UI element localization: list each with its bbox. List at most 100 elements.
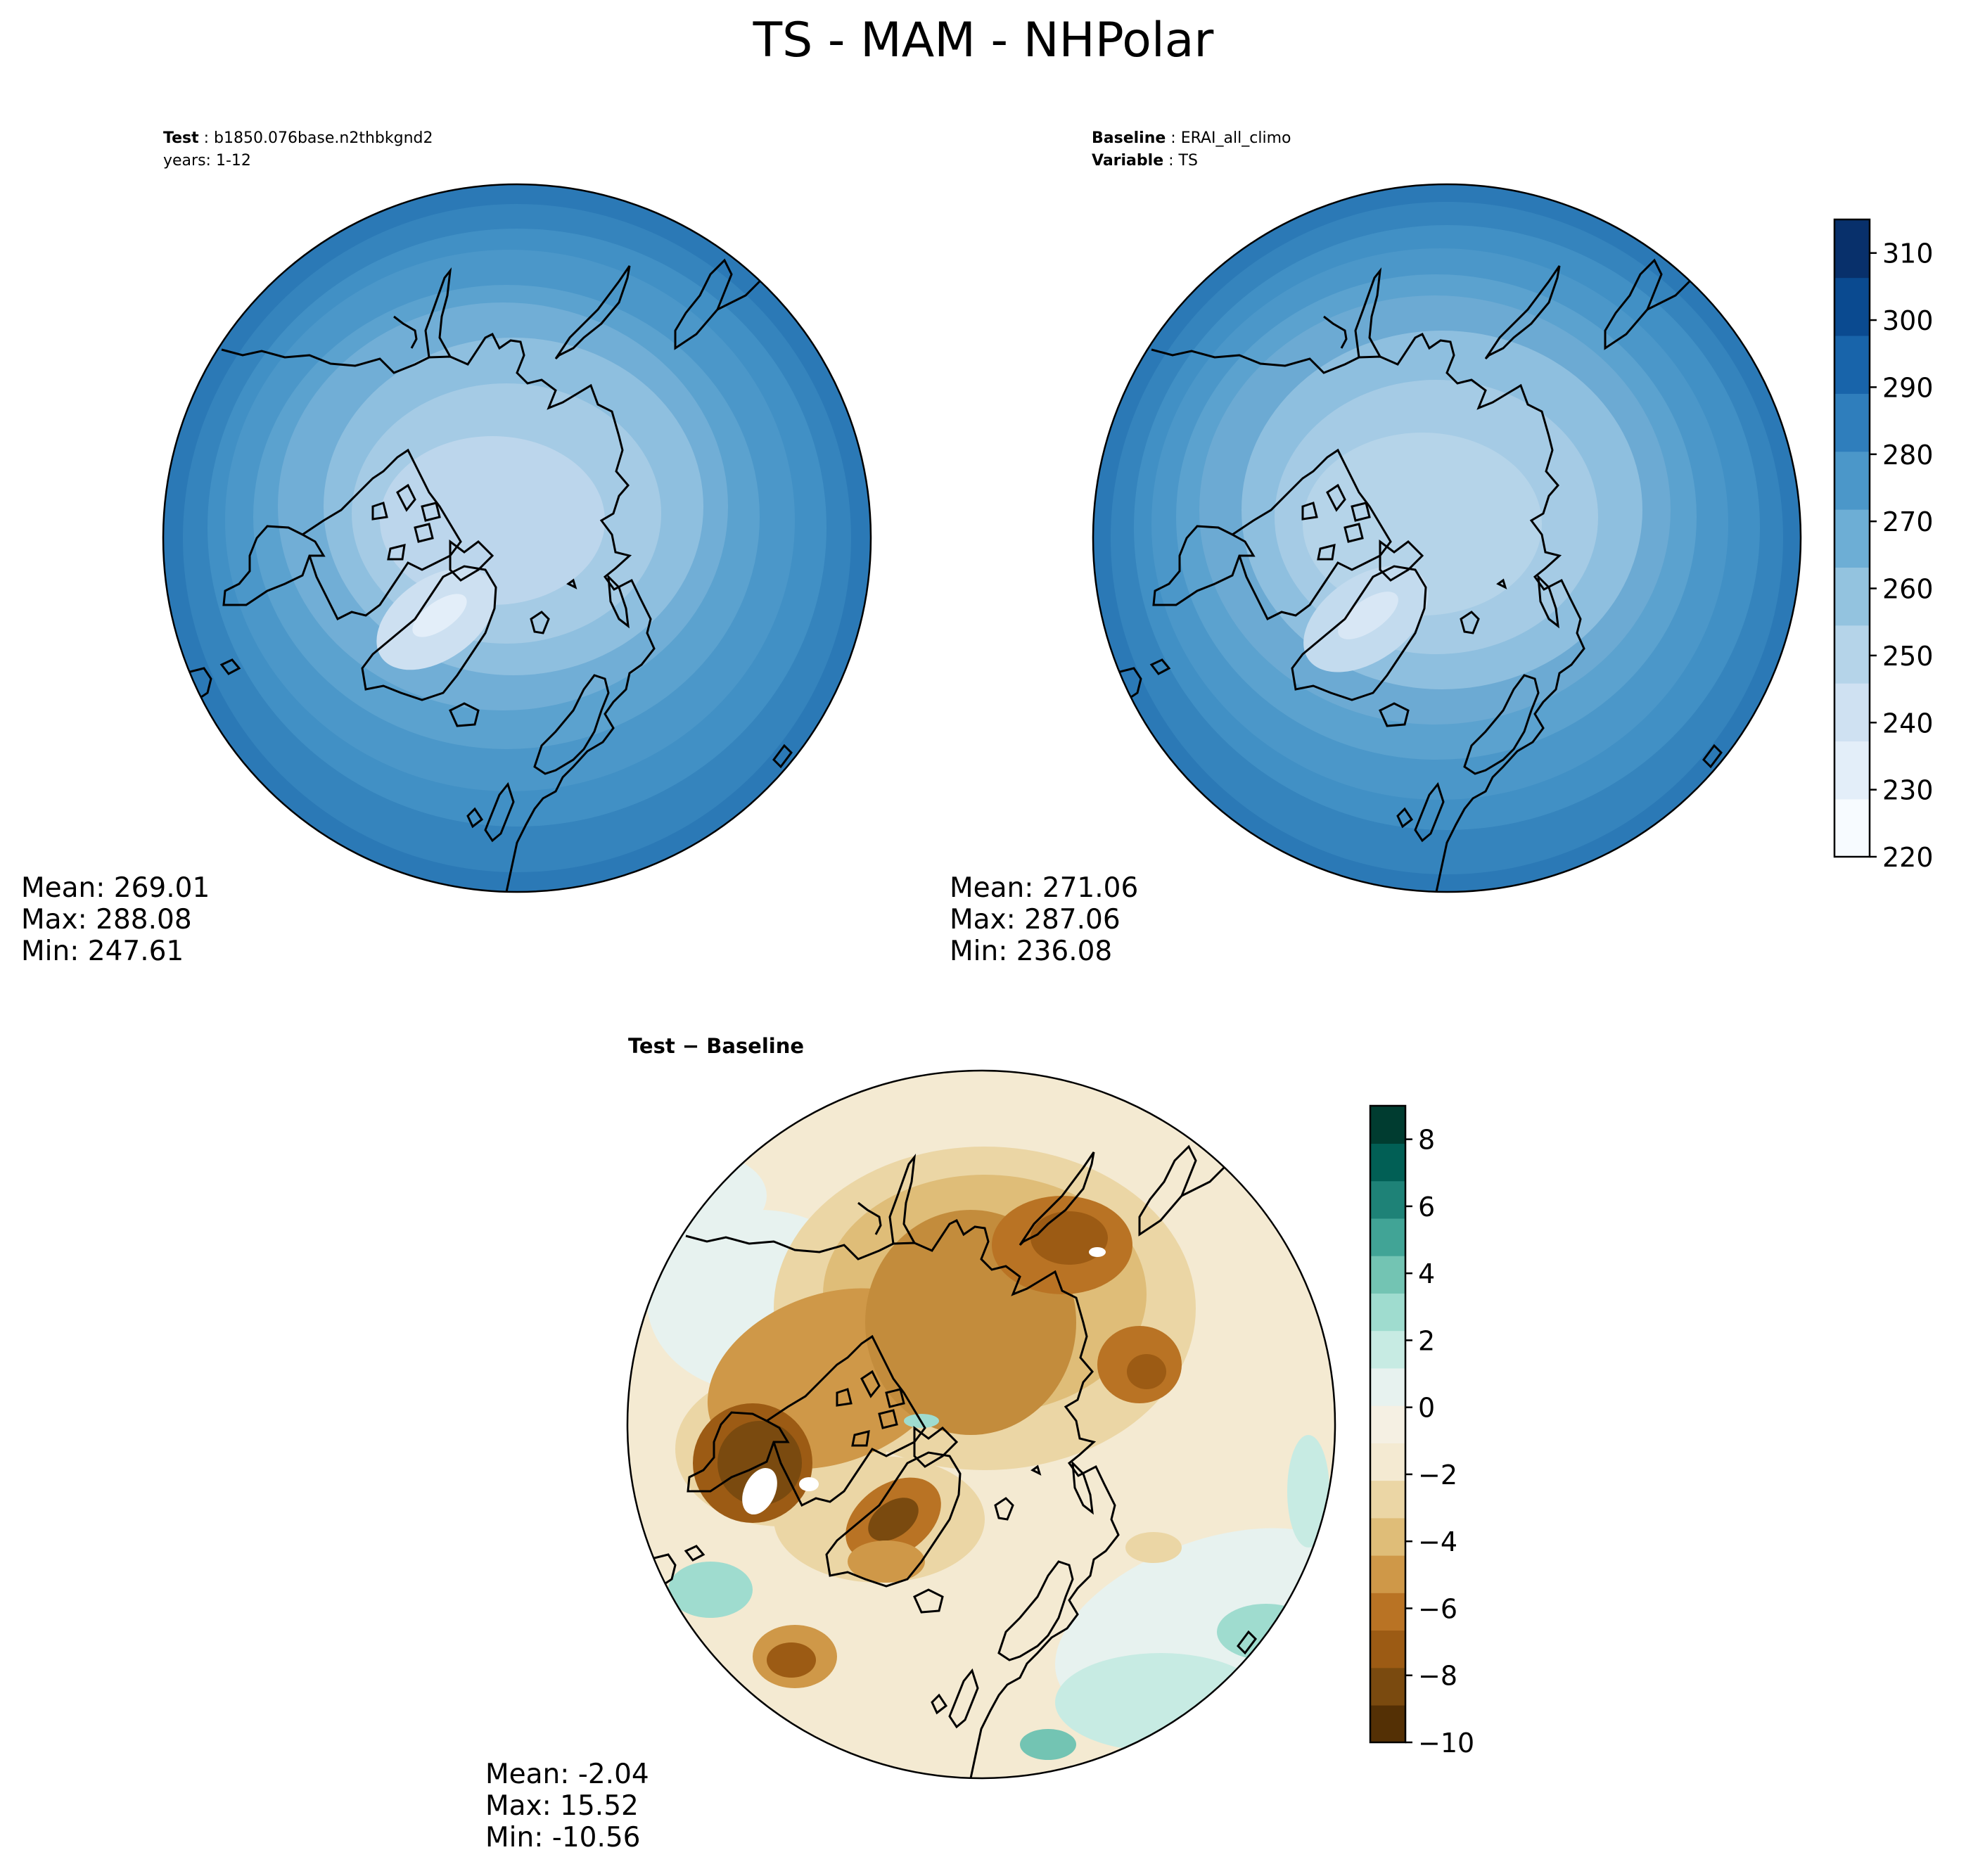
panel-test-header-line1: Test : b1850.076base.n2thbkgnd2 [163, 129, 433, 147]
panel-difference-stat-max-value: 15.52 [560, 1790, 639, 1822]
colorbar-test-baseline-blocks [1834, 219, 1870, 857]
colorbar-tick-label: 280 [1882, 440, 1934, 471]
colorbar-block [1370, 1593, 1405, 1631]
colorbar-tick-label: 260 [1882, 574, 1934, 605]
panel-test-stat-mean-label: Mean: [21, 872, 114, 904]
panel-baseline-variable-key: Variable [1092, 152, 1163, 170]
colorbar-block [1370, 1218, 1405, 1256]
colorbar-tick-label: −2 [1418, 1460, 1457, 1491]
colorbar-tick-label: −10 [1418, 1728, 1474, 1759]
colorbar-tick-label: 250 [1882, 641, 1934, 672]
panel-test-stat-mean-value: 269.01 [114, 872, 210, 904]
colorbar-difference-frame [1369, 1104, 1407, 1744]
colorbar-block [1834, 625, 1870, 684]
map-difference [627, 1071, 1335, 1778]
panel-baseline-header-value: ERAI_all_climo [1181, 129, 1291, 147]
panel-baseline-stat-min-value: 236.08 [1016, 936, 1112, 967]
colorbar-block [1834, 682, 1870, 742]
colorbar-tick-label: 310 [1882, 238, 1934, 269]
colorbar-block [1370, 1255, 1405, 1294]
colorbar-block [1834, 277, 1870, 336]
panel-test-stat-max-label: Max: [21, 904, 96, 936]
panel-baseline-stat-mean-label: Mean: [950, 872, 1042, 904]
colorbar-tick-label: 2 [1418, 1325, 1435, 1356]
colorbar-block [1370, 1704, 1405, 1743]
colorbar-block [1370, 1405, 1405, 1443]
colorbar-tick-label: 0 [1418, 1393, 1435, 1424]
panel-baseline-header-sep: : [1166, 129, 1180, 147]
panel-baseline-stat-mean: Mean: 271.06 [950, 872, 1138, 904]
colorbar-tick-label: 300 [1882, 305, 1934, 336]
colorbar-tick-label: 240 [1882, 708, 1934, 739]
colorbar-tick-label: −4 [1418, 1526, 1457, 1557]
panel-baseline-header-line1: Baseline : ERAI_all_climo [1092, 129, 1291, 147]
panel-test-stat-max-value: 288.08 [96, 904, 191, 936]
colorbar-tick-label: 6 [1418, 1192, 1435, 1223]
map-difference-boundary [626, 1069, 1336, 1780]
colorbar-block [1834, 451, 1870, 510]
panel-difference-stat-mean-value: -2.04 [578, 1759, 649, 1790]
colorbar-test-baseline-ticks: 220 230 240 250 260 270 280 290 300 310 [1870, 238, 1934, 873]
panel-test-stat-mean: Mean: 269.01 [21, 872, 210, 904]
figure-title: TS - MAM - NHPolar [753, 13, 1214, 68]
colorbar-block [1834, 219, 1870, 279]
colorbar-test-baseline: 220 230 240 250 260 270 280 290 300 310 [1833, 218, 1934, 873]
panel-difference-stat-min-value: -10.56 [552, 1822, 641, 1853]
panel-difference: Test − Baseline [485, 1034, 1336, 1853]
colorbar-block [1834, 567, 1870, 626]
panel-baseline-stat-max: Max: 287.06 [950, 904, 1121, 936]
panel-difference-header: Test − Baseline [628, 1034, 804, 1058]
colorbar-tick-label: 220 [1882, 842, 1934, 873]
colorbar-tick-label: 4 [1418, 1258, 1435, 1289]
colorbar-block [1370, 1555, 1405, 1593]
panel-baseline-stat-max-label: Max: [950, 904, 1024, 936]
colorbar-block [1834, 509, 1870, 568]
panel-baseline-header-line2: Variable : TS [1092, 152, 1198, 170]
panel-test-header-sep: : [199, 129, 214, 147]
colorbar-block [1834, 335, 1870, 394]
panel-baseline-header-key: Baseline [1092, 129, 1166, 147]
colorbar-difference-ticks: −10 −8 −6 −4 −2 0 2 4 6 8 [1405, 1125, 1474, 1759]
colorbar-block [1834, 798, 1870, 857]
panel-difference-stat-min: Min: -10.56 [485, 1822, 640, 1853]
colorbar-tick-label: 270 [1882, 506, 1934, 537]
panel-test-header-value: b1850.076base.n2thbkgnd2 [214, 129, 433, 147]
panel-baseline: Baseline : ERAI_all_climo Variable : TS … [950, 129, 1802, 967]
map-test [163, 184, 871, 892]
colorbar-block [1834, 741, 1870, 800]
panel-test-stat-min-label: Min: [21, 936, 88, 967]
colorbar-difference: −10 −8 −6 −4 −2 0 2 4 6 8 [1369, 1104, 1474, 1759]
colorbar-block [1370, 1180, 1405, 1219]
panel-baseline-variable-value: TS [1178, 152, 1198, 170]
colorbar-block [1370, 1106, 1405, 1144]
panel-test-header-line2: years: 1-12 [163, 152, 251, 170]
panel-difference-stat-mean-label: Mean: [485, 1759, 578, 1790]
panel-difference-stat-max-label: Max: [485, 1790, 560, 1822]
colorbar-tick-label: 8 [1418, 1125, 1435, 1156]
panel-difference-stat-max: Max: 15.52 [485, 1790, 639, 1822]
colorbar-block [1370, 1667, 1405, 1706]
colorbar-block [1370, 1480, 1405, 1519]
colorbar-block [1370, 1330, 1405, 1369]
panel-test-stat-min: Min: 247.61 [21, 936, 184, 967]
colorbar-block [1370, 1143, 1405, 1182]
panel-baseline-stat-mean-value: 271.06 [1042, 872, 1138, 904]
panel-baseline-variable-sep: : [1163, 152, 1178, 170]
colorbar-tick-label: −6 [1418, 1593, 1457, 1624]
colorbar-block [1370, 1293, 1405, 1332]
colorbar-difference-blocks [1370, 1106, 1405, 1743]
colorbar-tick-label: 290 [1882, 372, 1934, 403]
colorbar-tick-label: −8 [1418, 1661, 1457, 1692]
colorbar-block [1370, 1443, 1405, 1481]
panel-test-stat-max: Max: 288.08 [21, 904, 192, 936]
map-baseline [1093, 184, 1801, 892]
map-test-boundary [162, 183, 872, 893]
panel-test: Test : b1850.076base.n2thbkgnd2 years: 1… [21, 129, 872, 967]
colorbar-block [1370, 1517, 1405, 1556]
map-baseline-boundary [1092, 183, 1802, 893]
panel-difference-stat-min-label: Min: [485, 1822, 552, 1853]
colorbar-test-baseline-frame [1833, 218, 1871, 858]
colorbar-block [1834, 393, 1870, 452]
panel-difference-stat-mean: Mean: -2.04 [485, 1759, 649, 1790]
